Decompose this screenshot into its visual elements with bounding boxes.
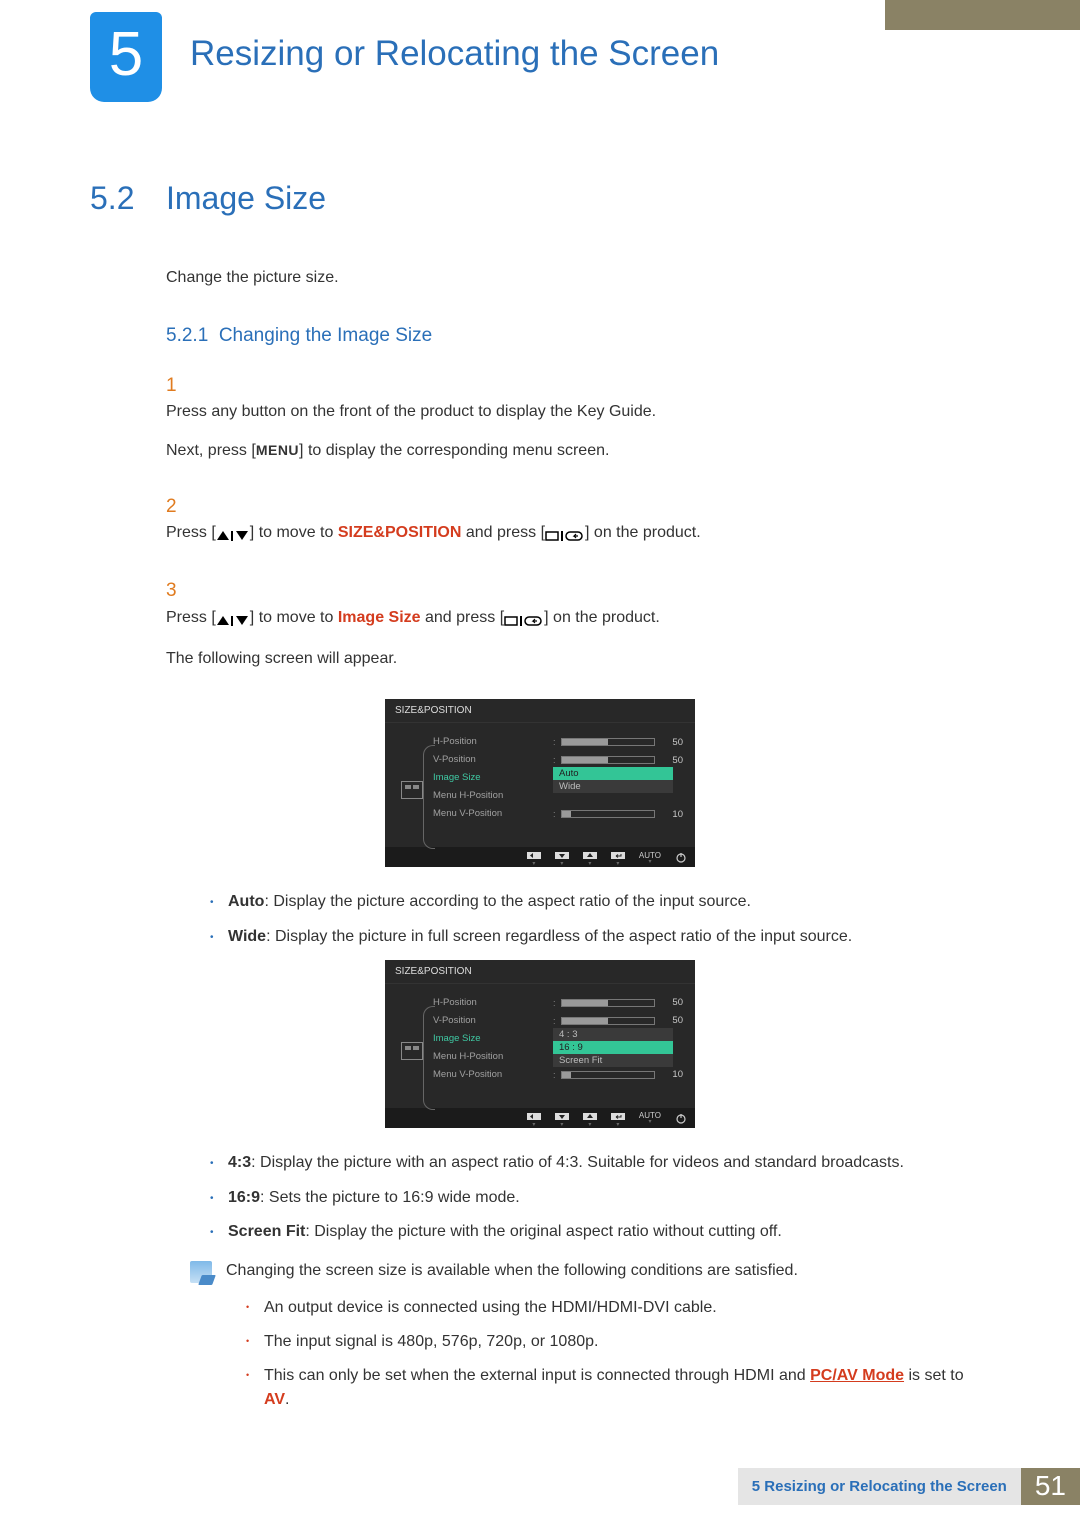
note-cond-3: This can only be set when the external i…	[246, 1364, 990, 1412]
note-cond-2: The input signal is 480p, 576p, 720p, or…	[246, 1330, 990, 1354]
page-footer: 5 Resizing or Relocating the Screen 51	[738, 1468, 1080, 1505]
step-1: 1 Press any button on the front of the p…	[166, 371, 990, 478]
section-number: 5.2	[90, 180, 166, 217]
osd-category-icon	[401, 1042, 423, 1060]
osd2-vpos-value: 50	[663, 1015, 683, 1026]
step-number: 1	[166, 371, 192, 400]
osd2-hpos-value: 50	[663, 997, 683, 1008]
chapter-title: Resizing or Relocating the Screen	[190, 34, 719, 74]
pcav-mode-link[interactable]: PC/AV Mode	[810, 1367, 904, 1384]
osd1-title: SIZE&POSITION	[385, 699, 695, 723]
osd1-label-4: Menu V-Position	[433, 805, 503, 823]
note-block: Changing the screen size is available wh…	[190, 1259, 990, 1422]
step-3: 3 Press [] to move to Image Size and pre…	[166, 576, 990, 685]
section-heading: 5.2Image Size	[90, 180, 990, 217]
footer-chapter-title: 5 Resizing or Relocating the Screen	[738, 1468, 1021, 1505]
step-2-text: Press [] to move to SIZE&POSITION and pr…	[166, 521, 960, 548]
source-enter-icon	[504, 608, 544, 633]
subsection-title: Changing the Image Size	[219, 325, 432, 346]
note-icon	[190, 1261, 212, 1283]
osd2-label-1: V-Position	[433, 1012, 503, 1030]
osd2-label-0: H-Position	[433, 994, 503, 1012]
osd-power-icon	[675, 852, 689, 862]
osd2-label-4: Menu V-Position	[433, 1066, 503, 1084]
osd-category-icon	[401, 781, 423, 799]
osd-screenshot-1: SIZE&POSITION H-PositionV-PositionImage …	[385, 699, 695, 867]
osd2-menuv-value: 10	[663, 1069, 683, 1080]
osd2-option-2: Screen Fit	[553, 1054, 673, 1067]
step-3-text: Press [] to move to Image Size and press…	[166, 606, 960, 633]
osd-enter-icon: ▾	[611, 1113, 625, 1123]
osd2-label-2: Image Size	[433, 1030, 503, 1048]
footer-page-number: 51	[1021, 1468, 1080, 1505]
osd1-label-1: V-Position	[433, 751, 503, 769]
osd1-label-0: H-Position	[433, 733, 503, 751]
osd-up-icon: ▾	[583, 1113, 597, 1123]
step-3-target: Image Size	[338, 609, 421, 626]
osd-down-icon: ▾	[555, 1113, 569, 1123]
osd-left-icon: ▾	[527, 852, 541, 862]
osd-enter-icon: ▾	[611, 852, 625, 862]
up-down-icon	[216, 608, 250, 633]
source-enter-icon	[545, 523, 585, 548]
osd1-menuv-value: 10	[663, 809, 683, 820]
option-screen-fit: Screen Fit: Display the picture with the…	[210, 1220, 990, 1245]
osd1-dropdown: AutoWide	[553, 767, 673, 793]
osd2-option-1: 16 : 9	[553, 1041, 673, 1054]
osd1-vpos-value: 50	[663, 755, 683, 766]
option-auto: Auto: Display the picture according to t…	[210, 890, 990, 915]
options-list-1: Auto: Display the picture according to t…	[210, 890, 990, 950]
osd1-hpos-value: 50	[663, 737, 683, 748]
menu-key-label: MENU	[256, 442, 299, 458]
note-intro: Changing the screen size is available wh…	[226, 1259, 990, 1284]
av-label: AV	[264, 1391, 285, 1408]
step-2-target: SIZE&POSITION	[338, 524, 462, 541]
osd-left-icon: ▾	[527, 1113, 541, 1123]
subsection-number: 5.2.1	[166, 325, 208, 346]
steps-list: 1 Press any button on the front of the p…	[166, 371, 990, 685]
osd-power-icon	[675, 1113, 689, 1123]
step-number: 3	[166, 576, 192, 605]
header-stripe	[885, 0, 1080, 30]
osd1-label-3: Menu H-Position	[433, 787, 503, 805]
page-content: 5.2Image Size Change the picture size. 5…	[90, 180, 990, 1422]
osd-down-icon: ▾	[555, 852, 569, 862]
osd2-option-0: 4 : 3	[553, 1028, 673, 1041]
step-1-line-1: Press any button on the front of the pro…	[166, 400, 960, 425]
option-wide: Wide: Display the picture in full screen…	[210, 925, 990, 950]
osd1-label-2: Image Size	[433, 769, 503, 787]
note-conditions: An output device is connected using the …	[246, 1296, 990, 1412]
osd-footer-icons: ▾ ▾ ▾ ▾ AUTO▾	[385, 1108, 695, 1128]
osd-auto-label: AUTO▾	[639, 1111, 661, 1124]
step-1-line-2: Next, press [MENU] to display the corres…	[166, 439, 960, 464]
osd-screenshot-2: SIZE&POSITION H-PositionV-PositionImage …	[385, 960, 695, 1128]
up-down-icon	[216, 523, 250, 548]
options-list-2: 4:3: Display the picture with an aspect …	[210, 1151, 990, 1245]
chapter-number-badge: 5	[90, 12, 162, 102]
osd1-option-0: Auto	[553, 767, 673, 780]
osd-footer-icons: ▾ ▾ ▾ ▾ AUTO▾	[385, 847, 695, 867]
step-3-tail: The following screen will appear.	[166, 647, 960, 672]
osd-up-icon: ▾	[583, 852, 597, 862]
option-16-9: 16:9: Sets the picture to 16:9 wide mode…	[210, 1186, 990, 1211]
osd2-label-3: Menu H-Position	[433, 1048, 503, 1066]
osd-auto-label: AUTO▾	[639, 851, 661, 864]
osd1-option-1: Wide	[553, 780, 673, 793]
section-title: Image Size	[166, 180, 326, 216]
step-number: 2	[166, 492, 192, 521]
section-intro: Change the picture size.	[166, 269, 990, 287]
osd2-dropdown: 4 : 316 : 9Screen Fit	[553, 1028, 673, 1067]
note-cond-1: An output device is connected using the …	[246, 1296, 990, 1320]
subsection-heading: 5.2.1 Changing the Image Size	[166, 325, 990, 347]
option-4-3: 4:3: Display the picture with an aspect …	[210, 1151, 990, 1176]
osd2-title: SIZE&POSITION	[385, 960, 695, 984]
step-2: 2 Press [] to move to SIZE&POSITION and …	[166, 492, 990, 562]
